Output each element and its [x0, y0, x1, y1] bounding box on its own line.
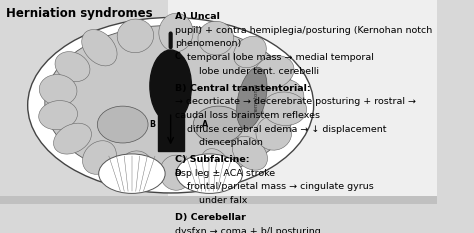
Ellipse shape — [256, 116, 292, 150]
Ellipse shape — [176, 154, 243, 193]
Text: dysfxn → coma + b/l posturing: dysfxn → coma + b/l posturing — [175, 227, 320, 233]
Ellipse shape — [54, 123, 91, 154]
Ellipse shape — [82, 141, 116, 174]
Ellipse shape — [198, 21, 234, 55]
Ellipse shape — [232, 136, 267, 170]
Text: phenomenon): phenomenon) — [175, 39, 241, 48]
Ellipse shape — [118, 151, 153, 188]
Ellipse shape — [237, 67, 267, 129]
Text: under falx: under falx — [175, 196, 247, 205]
Ellipse shape — [27, 17, 314, 193]
Text: D) Cerebellar: D) Cerebellar — [175, 213, 246, 222]
Text: frontal/parietal mass → cingulate gyrus: frontal/parietal mass → cingulate gyrus — [175, 182, 374, 192]
Ellipse shape — [201, 149, 231, 185]
Text: A: A — [201, 120, 208, 129]
Ellipse shape — [82, 30, 117, 66]
Bar — [168, 0, 437, 197]
Text: C: C — [174, 52, 180, 61]
Ellipse shape — [263, 92, 307, 126]
Ellipse shape — [39, 101, 78, 130]
Ellipse shape — [55, 52, 90, 82]
Text: pupil) + contra hemiplegia/posturing (Kernohan notch: pupil) + contra hemiplegia/posturing (Ke… — [175, 26, 432, 35]
Text: esp leg ± ACA stroke: esp leg ± ACA stroke — [175, 169, 275, 178]
Ellipse shape — [254, 56, 294, 89]
Text: diffuse cerebral edema → ↓ displacement: diffuse cerebral edema → ↓ displacement — [175, 125, 386, 134]
Ellipse shape — [97, 106, 148, 143]
Text: A) Uncal: A) Uncal — [175, 12, 219, 21]
Ellipse shape — [233, 36, 266, 68]
Bar — [0, 195, 437, 204]
Ellipse shape — [117, 19, 154, 53]
Text: Herniation syndromes: Herniation syndromes — [6, 7, 152, 20]
Ellipse shape — [150, 50, 191, 122]
Text: C) Subfalcine:: C) Subfalcine: — [175, 155, 249, 164]
Ellipse shape — [99, 154, 165, 193]
Ellipse shape — [159, 13, 193, 52]
Ellipse shape — [265, 79, 304, 114]
Ellipse shape — [39, 75, 77, 106]
Text: lobe under tent. cerebelli: lobe under tent. cerebelli — [175, 67, 319, 76]
Text: caudal loss brainstem reflexes: caudal loss brainstem reflexes — [175, 111, 320, 120]
Text: diencephalon: diencephalon — [175, 138, 263, 147]
Text: → decorticate → decerebrate posturing + rostral →: → decorticate → decerebrate posturing + … — [175, 97, 416, 106]
Ellipse shape — [160, 155, 192, 190]
Text: temporal lobe mass → medial temporal: temporal lobe mass → medial temporal — [175, 53, 374, 62]
Text: B: B — [149, 120, 155, 129]
Text: hematoma: hematoma — [253, 83, 258, 113]
Text: B) Central transtentorial:: B) Central transtentorial: — [175, 84, 310, 93]
Bar — [158, 81, 183, 151]
Text: D: D — [175, 169, 182, 178]
Ellipse shape — [193, 106, 244, 143]
Ellipse shape — [45, 25, 296, 180]
